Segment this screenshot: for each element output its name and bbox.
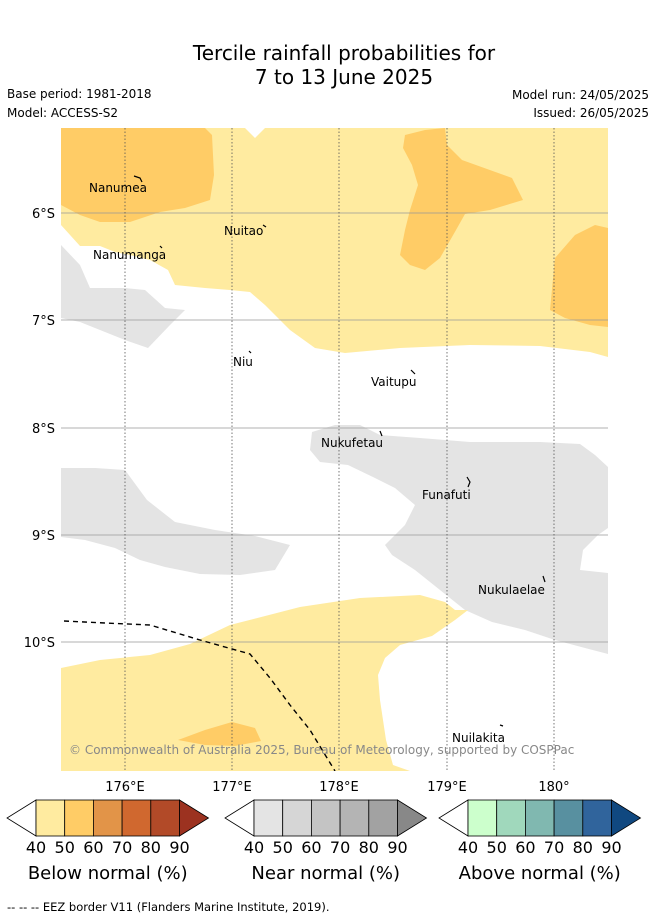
island-label: Nanumea	[89, 181, 147, 195]
colorbar-label: Below normal (%)	[27, 863, 188, 884]
island-label: Vaitupu	[371, 375, 417, 389]
colorbar-tick-label: 70	[111, 838, 133, 857]
lat-label: 8°S	[32, 422, 55, 437]
colorbar-tick-label: 70	[543, 838, 565, 857]
colorbar-swatch	[582, 799, 612, 837]
colorbar-swatch	[282, 799, 312, 837]
lon-label: 180°	[538, 780, 569, 795]
region-below-50-east	[550, 225, 608, 327]
colorbar-label: Near normal (%)	[251, 863, 401, 884]
colorbar-swatch	[64, 799, 94, 837]
colorbar-swatch	[150, 799, 180, 837]
region-near-southwest	[61, 468, 290, 575]
model-name: Model: ACCESS-S2	[7, 106, 119, 120]
island-label: Funafuti	[422, 488, 471, 502]
island-label: Nuilakita	[452, 731, 505, 745]
colorbar-tick-label: 50	[272, 838, 293, 857]
colorbar-tick-label: 40	[243, 838, 265, 857]
island-marks	[133, 175, 546, 727]
colorbar-tick-label: 70	[329, 838, 351, 857]
colorbar-under-arrow	[6, 799, 37, 837]
colorbar-tick-label: 50	[486, 838, 507, 857]
colorbar-0	[6, 799, 210, 837]
lon-label: 178°E	[319, 780, 359, 795]
model-run: Model run: 24/05/2025	[511, 88, 649, 102]
colorbar-over-arrow	[179, 799, 210, 837]
colorbar-swatch	[467, 799, 498, 837]
island-label: Niu	[233, 355, 253, 369]
lon-gridlines	[124, 128, 555, 771]
colorbar-swatch	[93, 799, 123, 837]
colorbar-tick-label: 50	[54, 838, 75, 857]
colorbar-swatch	[253, 799, 284, 837]
map-title-line1: Tercile rainfall probabilities for	[192, 41, 496, 65]
region-below-40-south	[61, 595, 468, 771]
colorbar-under-arrow	[438, 799, 469, 837]
colorbar-group	[6, 799, 642, 837]
island-label: Nukulaelae	[478, 583, 545, 597]
island-label: Nukufetau	[321, 436, 383, 450]
colorbar-swatch	[35, 799, 66, 837]
lon-label: 177°E	[212, 780, 252, 795]
lon-label: 176°E	[105, 780, 145, 795]
colorbar-swatch	[121, 799, 152, 837]
lat-label: 7°S	[32, 314, 55, 329]
colorbar-tick-label: 60	[301, 838, 322, 857]
colorbar-tick-label: 40	[25, 838, 47, 857]
island-label: Nanumanga	[93, 248, 166, 262]
colorbar-tick-label: 90	[601, 838, 622, 857]
region-near-east	[310, 425, 608, 654]
colorbar-tick-label: 80	[140, 838, 161, 857]
colorbar-tick-label: 60	[83, 838, 104, 857]
colorbar-over-arrow	[611, 799, 642, 837]
eez-legend: -- -- -- EEZ border V11 (Flanders Marine…	[7, 900, 330, 914]
colorbar-swatch	[525, 799, 555, 837]
map-title-line2: 7 to 13 June 2025	[254, 65, 434, 89]
lat-label: 10°S	[24, 636, 55, 651]
base-period: Base period: 1981-2018	[7, 87, 152, 101]
colorbar-tick-label: 60	[515, 838, 536, 857]
colorbar-swatch	[368, 799, 398, 837]
region-below-50-northcentral	[400, 128, 523, 270]
copyright-notice: © Commonwealth of Australia 2025, Bureau…	[69, 743, 574, 757]
colorbar-swatch	[553, 799, 584, 837]
island-label: Nuitao	[224, 224, 263, 238]
region-near-west	[61, 245, 185, 348]
colorbar-2	[438, 799, 642, 837]
colorbar-label: Above normal (%)	[458, 863, 621, 884]
colorbar-tick-label: 90	[387, 838, 408, 857]
colorbar-over-arrow	[397, 799, 428, 837]
colorbar-swatch	[339, 799, 370, 837]
lat-label: 6°S	[32, 207, 55, 222]
lat-gridlines	[61, 212, 608, 643]
lat-label: 9°S	[32, 529, 55, 544]
region-below-50-south	[178, 722, 261, 746]
colorbar-1	[224, 799, 428, 837]
map-area: Nanumea Nuitao Nanumanga Niu Vaitupu Nuk…	[61, 128, 608, 771]
colorbar-tick-label: 40	[457, 838, 479, 857]
eez-border	[63, 620, 336, 771]
lon-label: 179°E	[427, 780, 467, 795]
colorbar-tick-label: 80	[358, 838, 379, 857]
region-below-50-northwest	[61, 128, 214, 222]
colorbar-tick-label: 80	[572, 838, 593, 857]
colorbar-swatch	[496, 799, 526, 837]
issued-date: Issued: 26/05/2025	[533, 106, 649, 120]
colorbar-swatch	[310, 799, 341, 837]
colorbar-tick-label: 90	[169, 838, 190, 857]
colorbar-under-arrow	[224, 799, 255, 837]
